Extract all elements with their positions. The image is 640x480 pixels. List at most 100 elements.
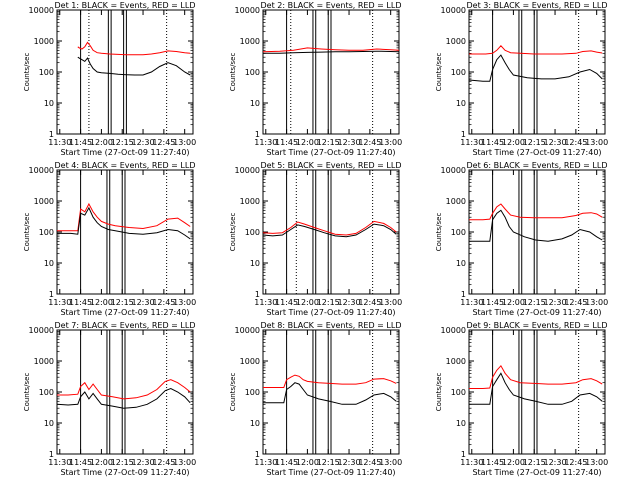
x-axis-label: Start Time (27-Oct-09 11:27:40) [472, 468, 601, 477]
panel-title: Det 2: BLACK = Events, RED = LLD [261, 1, 402, 10]
y-tick-label: 100 [451, 68, 466, 77]
y-tick-label: 100 [451, 388, 466, 397]
y-axis-label: Counts/sec [435, 213, 443, 252]
x-tick-label: 11:30 [254, 298, 277, 307]
x-tick-label: 11:30 [460, 138, 483, 147]
y-tick-label: 10 [44, 419, 54, 428]
y-tick-label: 1000 [34, 357, 54, 366]
y-tick-label: 1 [49, 290, 54, 299]
x-tick-label: 12:00 [90, 458, 113, 467]
y-tick-label: 10 [44, 99, 54, 108]
detector-panel-3: 1 10 100 1000 10000 11:3011:4512:0012:1512:30… [435, 1, 608, 157]
x-tick-label: 12:15 [111, 298, 134, 307]
x-tick-label: 13:00 [379, 298, 402, 307]
x-tick-label: 12:45 [564, 298, 587, 307]
events-series-line [469, 209, 603, 242]
detector-panel-7: 1 10 100 1000 10000 11:3011:4512:0012:1512:30… [23, 321, 196, 477]
y-tick-label: 10 [250, 419, 260, 428]
lld-series-line [469, 203, 603, 221]
y-tick-label: 1000 [240, 357, 260, 366]
x-axis-label: Start Time (27-Oct-09 11:27:40) [472, 308, 601, 317]
x-tick-label: 12:45 [152, 138, 175, 147]
x-tick-label: 13:00 [379, 138, 402, 147]
y-tick-label: 100 [39, 388, 54, 397]
y-tick-label: 10 [456, 259, 466, 268]
y-tick-label: 10 [456, 99, 466, 108]
x-tick-label: 11:30 [48, 138, 71, 147]
x-axis-label: Start Time (27-Oct-09 11:27:40) [60, 308, 189, 317]
x-tick-label: 11:30 [460, 458, 483, 467]
lld-series-line [469, 45, 603, 55]
x-tick-label: 12:00 [502, 138, 525, 147]
y-axis-label: Counts/sec [23, 373, 31, 412]
x-tick-label: 11:45 [69, 458, 92, 467]
y-axis-label: Counts/sec [23, 53, 31, 92]
x-tick-label: 12:15 [523, 138, 546, 147]
panel-title: Det 3: BLACK = Events, RED = LLD [467, 1, 608, 10]
y-tick-label: 10000 [441, 166, 466, 175]
x-tick-label: 11:30 [254, 138, 277, 147]
x-tick-label: 12:45 [564, 458, 587, 467]
y-tick-label: 1 [49, 130, 54, 139]
events-series-line [56, 387, 191, 409]
x-tick-label: 12:30 [338, 298, 361, 307]
x-tick-label: 12:00 [502, 458, 525, 467]
x-tick-label: 11:30 [254, 458, 277, 467]
x-tick-label: 13:00 [173, 298, 196, 307]
y-tick-label: 10000 [29, 6, 54, 15]
y-tick-label: 10 [250, 99, 260, 108]
x-tick-label: 13:00 [173, 458, 196, 467]
x-tick-label: 13:00 [585, 458, 608, 467]
detector-panel-2: 1 10 100 1000 10000 11:3011:4512:0012:1512:30… [229, 1, 402, 157]
detector-panel-1: 1 10 100 1000 10000 11:3011:4512:0012:1512:30… [23, 1, 196, 157]
x-tick-label: 13:00 [585, 298, 608, 307]
y-tick-label: 1 [461, 450, 466, 459]
x-tick-label: 12:30 [544, 298, 567, 307]
y-tick-label: 10000 [29, 166, 54, 175]
x-tick-label: 12:30 [338, 458, 361, 467]
detector-panel-8: 1 10 100 1000 10000 11:3011:4512:0012:1512:30… [229, 321, 402, 477]
y-tick-label: 100 [245, 68, 260, 77]
y-tick-label: 100 [39, 68, 54, 77]
y-tick-label: 10000 [29, 326, 54, 335]
x-tick-label: 11:30 [48, 298, 71, 307]
y-tick-label: 10 [250, 259, 260, 268]
x-tick-label: 12:45 [358, 138, 381, 147]
x-tick-label: 12:45 [152, 298, 175, 307]
y-tick-label: 10000 [235, 6, 260, 15]
panel-title: Det 1: BLACK = Events, RED = LLD [55, 1, 196, 10]
x-tick-label: 12:30 [132, 458, 155, 467]
y-tick-label: 1 [49, 450, 54, 459]
x-tick-label: 12:15 [317, 298, 340, 307]
x-tick-label: 11:45 [69, 298, 92, 307]
x-axis-label: Start Time (27-Oct-09 11:27:40) [266, 468, 395, 477]
events-series-line [263, 50, 400, 54]
y-axis-label: Counts/sec [435, 373, 443, 412]
lld-series-line [57, 202, 191, 232]
y-tick-label: 1000 [240, 197, 260, 206]
detector-panel-6: 1 10 100 1000 10000 11:3011:4512:0012:1512:30… [435, 161, 608, 317]
y-tick-label: 1 [461, 290, 466, 299]
y-axis-label: Counts/sec [229, 373, 237, 412]
x-tick-label: 11:45 [481, 298, 504, 307]
x-axis-label: Start Time (27-Oct-09 11:27:40) [60, 468, 189, 477]
y-axis-label: Counts/sec [229, 53, 237, 92]
x-tick-label: 12:45 [564, 138, 587, 147]
x-tick-label: 13:00 [585, 138, 608, 147]
x-tick-label: 12:45 [358, 458, 381, 467]
panel-title: Det 4: BLACK = Events, RED = LLD [55, 161, 196, 170]
events-series-line [262, 223, 397, 238]
x-tick-label: 12:00 [296, 138, 319, 147]
x-tick-label: 12:00 [90, 138, 113, 147]
lld-series-line [77, 41, 191, 56]
x-tick-label: 11:45 [275, 458, 298, 467]
y-tick-label: 1000 [34, 37, 54, 46]
detector-panel-9: 1 10 100 1000 10000 11:3011:4512:0012:1512:30… [435, 321, 608, 477]
x-axis-label: Start Time (27-Oct-09 11:27:40) [60, 148, 189, 157]
y-tick-label: 100 [451, 228, 466, 237]
x-axis-label: Start Time (27-Oct-09 11:27:40) [266, 148, 395, 157]
events-series-line [263, 382, 397, 405]
y-tick-label: 1000 [34, 197, 54, 206]
x-tick-label: 11:45 [69, 138, 92, 147]
